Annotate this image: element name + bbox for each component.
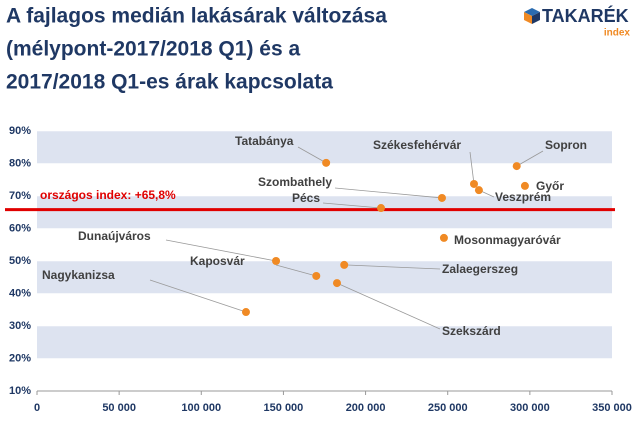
point bbox=[322, 158, 331, 167]
point-label: Dunaújváros bbox=[78, 229, 151, 243]
chart-title: A fajlagos medián lakásárak változása bbox=[6, 5, 387, 28]
point-label: Kaposvár bbox=[190, 254, 245, 268]
x-tick-label: 150 000 bbox=[264, 402, 304, 414]
x-tick-label: 250 000 bbox=[428, 402, 468, 414]
band bbox=[37, 326, 612, 359]
x-tick-label: 200 000 bbox=[346, 402, 386, 414]
y-tick-label: 60% bbox=[9, 222, 31, 234]
point bbox=[520, 181, 529, 190]
y-tick-label: 30% bbox=[9, 320, 31, 332]
leader-line bbox=[149, 279, 247, 313]
leader-line bbox=[516, 150, 544, 167]
y-tick-label: 90% bbox=[9, 125, 31, 137]
point-label: Sopron bbox=[545, 138, 587, 152]
point-label: Tatabánya bbox=[235, 134, 294, 148]
leader-line bbox=[165, 239, 277, 262]
point bbox=[474, 186, 483, 195]
point bbox=[272, 257, 281, 265]
leader-line bbox=[334, 187, 443, 199]
point-label: Nagykanizsa bbox=[42, 268, 115, 282]
logo-sub: index bbox=[604, 28, 631, 39]
logo-text: TAKARÉK bbox=[542, 5, 629, 26]
point bbox=[437, 193, 446, 202]
reference-label: országos index: +65,8% bbox=[40, 188, 176, 202]
point-label: Székesfehérvár bbox=[373, 138, 461, 152]
point bbox=[340, 260, 349, 269]
point-label: Veszprém bbox=[495, 190, 551, 204]
band bbox=[37, 196, 612, 229]
point-label: Mosonmagyaróvár bbox=[454, 233, 561, 247]
band bbox=[37, 131, 612, 164]
y-tick-label: 80% bbox=[9, 157, 31, 169]
point-label: Zalaegerszeg bbox=[442, 262, 518, 276]
y-tick-label: 10% bbox=[9, 385, 31, 397]
y-tick-label: 20% bbox=[9, 352, 31, 364]
y-tick-label: 40% bbox=[9, 287, 31, 299]
logo: TAKARÉK index bbox=[524, 5, 630, 39]
leader-line bbox=[344, 264, 441, 270]
point-label: Szombathely bbox=[258, 175, 332, 189]
y-tick-label: 70% bbox=[9, 190, 31, 202]
point bbox=[439, 233, 448, 242]
band bbox=[37, 261, 612, 294]
x-tick-label: 50 000 bbox=[102, 402, 136, 414]
point bbox=[332, 279, 341, 288]
chart-title: (mélypont-2017/2018 Q1) és a bbox=[6, 38, 300, 61]
leader-line bbox=[275, 264, 317, 277]
leader-line bbox=[322, 202, 382, 209]
point-label: Pécs bbox=[292, 191, 320, 205]
chart-title: 2017/2018 Q1-es árak kapcsolata bbox=[6, 71, 333, 94]
x-tick-label: 300 000 bbox=[510, 402, 550, 414]
point-label: Szekszárd bbox=[442, 324, 501, 338]
x-tick-label: 100 000 bbox=[181, 402, 221, 414]
point bbox=[512, 162, 521, 171]
leader-line bbox=[336, 282, 441, 330]
point bbox=[377, 204, 386, 213]
point bbox=[312, 271, 321, 280]
x-tick-label: 0 bbox=[34, 402, 40, 414]
point bbox=[241, 308, 250, 317]
point bbox=[470, 179, 478, 188]
x-tick-label: 350 000 bbox=[592, 402, 632, 414]
point-label: Győr bbox=[536, 179, 564, 193]
leader-line bbox=[469, 151, 475, 185]
y-tick-label: 50% bbox=[9, 255, 31, 267]
leader-line bbox=[297, 146, 327, 164]
